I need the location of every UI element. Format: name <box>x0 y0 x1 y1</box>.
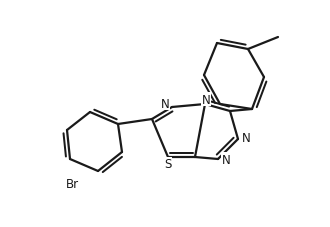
Text: Br: Br <box>65 178 79 191</box>
Text: S: S <box>164 158 172 171</box>
Text: N: N <box>222 153 230 166</box>
Text: N: N <box>202 93 211 106</box>
Text: N: N <box>161 97 169 110</box>
Text: N: N <box>242 132 250 145</box>
